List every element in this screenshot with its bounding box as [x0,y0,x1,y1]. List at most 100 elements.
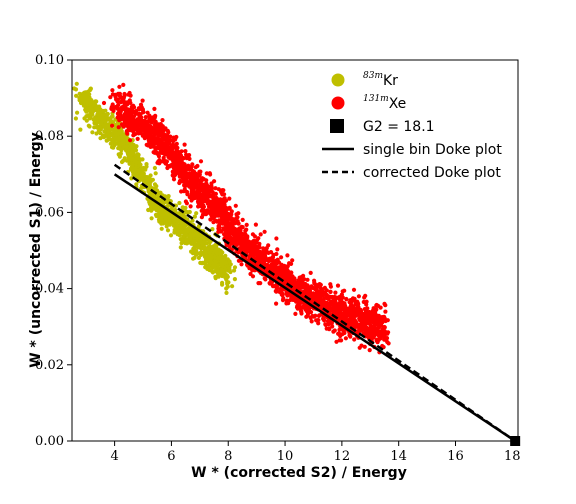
xe-point [357,345,362,350]
xe-point [182,175,187,180]
xe-point [208,217,213,222]
kr-point [92,125,97,130]
kr-point [98,136,103,141]
legend-single-bin-label: single bin Doke plot [363,142,502,158]
kr-point [146,175,151,180]
xe-point [339,296,344,301]
xe-point [383,303,388,308]
kr-point [87,88,93,93]
xe-point [209,184,214,189]
kr-point [72,86,77,91]
kr-scatter-series [72,81,238,295]
kr-point [218,268,224,273]
xe-point [126,112,131,117]
xe-point [239,262,244,267]
kr-point [144,162,149,167]
xe-point [363,331,368,336]
xe-point [149,138,154,143]
kr-point [230,284,235,289]
xe-point [351,304,356,309]
xe-point [229,209,234,214]
kr-point [141,171,146,176]
xe-point [213,186,218,191]
xe-point [184,201,189,206]
xe-point [181,156,186,161]
xe-point [237,238,243,243]
xe-point [275,247,280,252]
kr-point [202,260,208,266]
xe-point [228,238,233,243]
xe-point [338,313,343,318]
xe-point [115,106,120,111]
xe-point [251,245,256,250]
kr-point [102,129,107,134]
kr-point [172,227,177,233]
kr-point [212,264,217,269]
xe-point [178,153,184,158]
x-tick-label: 6 [167,449,175,464]
xe-point [204,171,209,176]
kr-point [111,145,116,150]
legend-kr-sup: 83m [363,71,383,81]
xe-point [196,204,201,209]
legend-g2-label: G2 = 18.1 [363,119,435,135]
xe-point [244,222,249,227]
kr-point [150,177,155,182]
xe-point [318,286,323,291]
xe-point [155,151,160,156]
xe-point [343,305,348,310]
x-tick-label: 18 [504,449,521,464]
kr-point [94,131,99,136]
xe-point [216,187,221,192]
kr-point [198,250,203,255]
kr-point [112,138,117,143]
kr-point [196,245,201,250]
xe-point [218,204,223,209]
kr-point [178,228,183,233]
kr-point [102,123,107,128]
xe-point [262,229,267,234]
plot-area [72,81,521,446]
xe-point [220,221,226,226]
xe-point [323,322,328,327]
xe-point [380,315,385,320]
xe-point [109,106,114,111]
xe-point [218,210,223,215]
xe-point [178,173,183,178]
xe-point [195,188,200,193]
kr-point [192,214,197,219]
xe-point [161,134,166,139]
xe-point [277,289,282,294]
xe-point [220,192,225,197]
xe-point [128,119,133,124]
xe-point [293,311,298,316]
xe-point [116,125,121,130]
xe-point [297,275,303,281]
kr-point [198,237,203,243]
kr-point [134,172,139,177]
xe-point [322,296,327,301]
xe-point [151,143,156,148]
xe-point [198,159,204,164]
xe-point [223,213,228,218]
xe-point [123,101,128,106]
kr-point [95,124,100,129]
legend-kr-marker [331,73,345,87]
xe-point [138,102,144,107]
xe-point [160,151,165,156]
xe-point [362,317,368,322]
xe-point [213,191,218,196]
kr-point [159,226,164,231]
kr-point [192,244,197,249]
xe-point [367,334,372,339]
xe-point [124,129,129,134]
kr-point [213,260,218,265]
kr-point [173,203,179,208]
kr-point [154,196,159,201]
xe-point [284,277,289,282]
kr-point [129,176,134,181]
xe-point [301,289,306,294]
kr-point [140,176,145,181]
xe-point [309,294,314,299]
xe-point [147,113,152,118]
